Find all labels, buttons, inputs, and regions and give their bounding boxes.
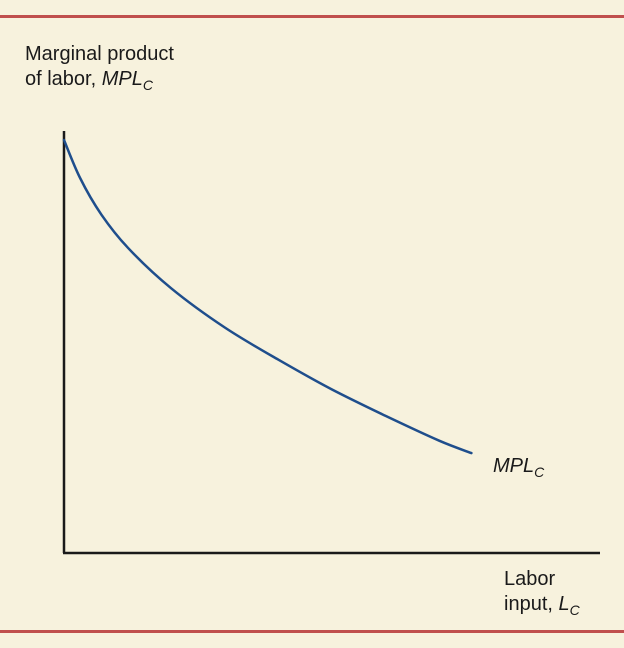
x-axis-label-line2: input, LC — [504, 592, 580, 617]
y-axis-label: Marginal product of labor, MPLC — [25, 42, 174, 92]
top-rule — [0, 15, 624, 18]
series-label-mpl-c: MPLC — [493, 454, 544, 479]
y-axis-label-line2: of labor, MPLC — [25, 67, 174, 92]
x-axis-label-sub: C — [569, 602, 580, 618]
bottom-rule — [0, 630, 624, 633]
x-axis-label-var: L — [558, 593, 570, 615]
y-axis-label-sub: C — [142, 77, 153, 93]
series-line-0 — [62, 138, 473, 455]
y-axis-label-line1: Marginal product — [25, 43, 174, 65]
series-label-sub: C — [534, 464, 545, 480]
x-axis-label-line1: Labor — [504, 568, 556, 590]
series-label-var: MPL — [493, 455, 535, 477]
x-axis-label: Labor input, LC — [504, 567, 580, 617]
series-layer — [62, 138, 473, 455]
y-axis-label-prefix: of labor, — [25, 68, 102, 90]
x-axis-label-prefix: input, — [504, 593, 559, 615]
y-axis-label-var: MPL — [101, 68, 143, 90]
